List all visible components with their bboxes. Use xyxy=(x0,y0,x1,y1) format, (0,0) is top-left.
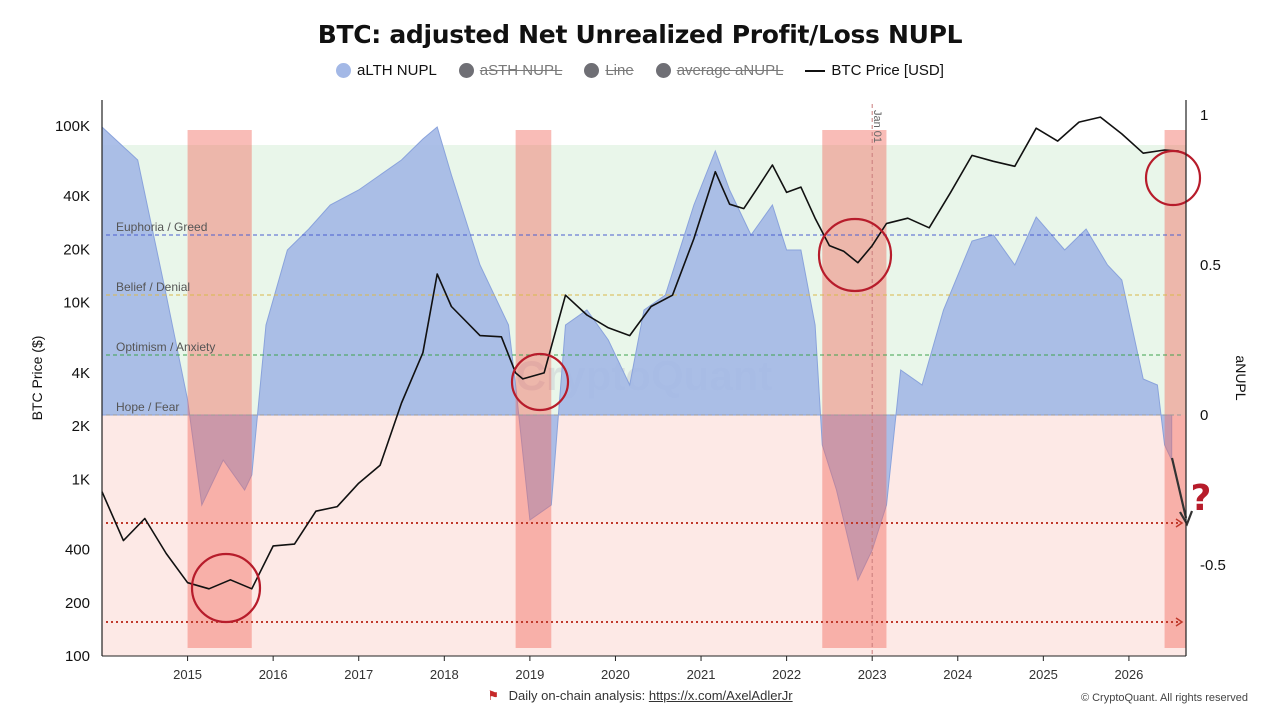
projection-arrow xyxy=(1170,457,1188,519)
x-tick-label: 2017 xyxy=(344,667,373,682)
left-tick-label: 4K xyxy=(72,365,90,382)
bear-period-band xyxy=(822,130,887,648)
right-tick-label: -0.5 xyxy=(1200,557,1226,574)
bear-period-band xyxy=(515,130,552,648)
right-axis-title: aNUPL xyxy=(1233,355,1249,400)
highlight-circle xyxy=(190,552,262,624)
highlight-circle xyxy=(510,352,570,412)
legend-marker-price xyxy=(805,69,826,72)
left-tick-label: 200 xyxy=(65,595,90,612)
legend-item-asth[interactable]: aSTH NUPL xyxy=(458,62,563,79)
fear-zone-bg xyxy=(102,415,1186,656)
left-tick-label: 2K xyxy=(72,418,90,435)
reference-level-arrow xyxy=(1175,617,1184,627)
footer-prefix: Daily on-chain analysis: xyxy=(508,688,646,703)
legend-marker-average xyxy=(655,63,671,78)
footer-url[interactable]: https://x.com/AxelAdlerJr xyxy=(648,688,793,703)
left-tick-label: 100K xyxy=(55,118,90,135)
right-tick-label: 0 xyxy=(1200,407,1208,424)
x-tick-label: 2021 xyxy=(687,667,716,682)
jan01-label: Jan 01 xyxy=(871,110,883,143)
bear-period-band xyxy=(1164,130,1186,648)
left-tick-label: 40K xyxy=(63,188,90,205)
btc-price-line xyxy=(101,116,1179,590)
x-tick-label: 2015 xyxy=(173,667,202,682)
left-tick-label: 400 xyxy=(65,542,90,559)
x-tick-label: 2025 xyxy=(1029,667,1058,682)
bear-period-band xyxy=(187,130,252,648)
chart-title: BTC: adjusted Net Unrealized Profit/Loss… xyxy=(317,20,963,49)
left-axis-title: BTC Price ($) xyxy=(29,336,45,421)
legend-label-asth: aSTH NUPL xyxy=(479,62,563,79)
projection-arrowhead xyxy=(1179,510,1194,527)
x-tick-label: 2016 xyxy=(259,667,288,682)
legend-marker-asth xyxy=(458,63,474,78)
left-tick-label: 100 xyxy=(65,648,90,665)
flag-icon: ⚑ xyxy=(487,688,500,703)
legend-label-line: Line xyxy=(605,62,634,79)
legend-marker-alth xyxy=(336,63,352,78)
legend: aLTH NUPL aSTH NUPL Line average aNUPL B… xyxy=(0,62,1280,79)
right-tick-label: 0.5 xyxy=(1200,257,1221,274)
highlight-circle xyxy=(817,217,893,293)
legend-item-alth[interactable]: aLTH NUPL xyxy=(336,62,437,79)
legend-label-alth: aLTH NUPL xyxy=(357,62,437,79)
left-tick-label: 10K xyxy=(63,295,90,312)
x-tick-label: 2022 xyxy=(772,667,801,682)
legend-marker-line xyxy=(584,63,600,78)
x-tick-label: 2024 xyxy=(943,667,972,682)
left-tick-label: 1K xyxy=(72,471,90,488)
zone-label: Optimism / Anxiety xyxy=(116,340,215,354)
question-mark: ? xyxy=(1191,478,1212,519)
x-tick-label: 2026 xyxy=(1114,667,1143,682)
zone-label: Euphoria / Greed xyxy=(116,220,207,234)
x-tick-label: 2019 xyxy=(515,667,544,682)
legend-label-average: average aNUPL xyxy=(676,62,784,79)
x-tick-label: 2023 xyxy=(858,667,887,682)
footer-link: ⚑ Daily on-chain analysis: https://x.com… xyxy=(0,688,1280,704)
legend-item-average[interactable]: average aNUPL xyxy=(655,62,784,79)
right-tick-label: 1 xyxy=(1200,107,1208,124)
zone-label: Belief / Denial xyxy=(116,280,190,294)
x-tick-label: 2018 xyxy=(430,667,459,682)
alth-nupl-area xyxy=(101,125,1173,582)
legend-item-line[interactable]: Line xyxy=(584,62,634,79)
copyright: © CryptoQuant. All rights reserved xyxy=(1080,692,1248,704)
x-tick-label: 2020 xyxy=(601,667,630,682)
legend-label-price: BTC Price [USD] xyxy=(831,62,944,79)
highlight-circle xyxy=(1144,149,1202,207)
reference-level-arrow xyxy=(1175,518,1184,528)
legend-item-price[interactable]: BTC Price [USD] xyxy=(805,62,944,79)
left-tick-label: 20K xyxy=(63,241,90,258)
zone-label: Hope / Fear xyxy=(116,400,179,414)
